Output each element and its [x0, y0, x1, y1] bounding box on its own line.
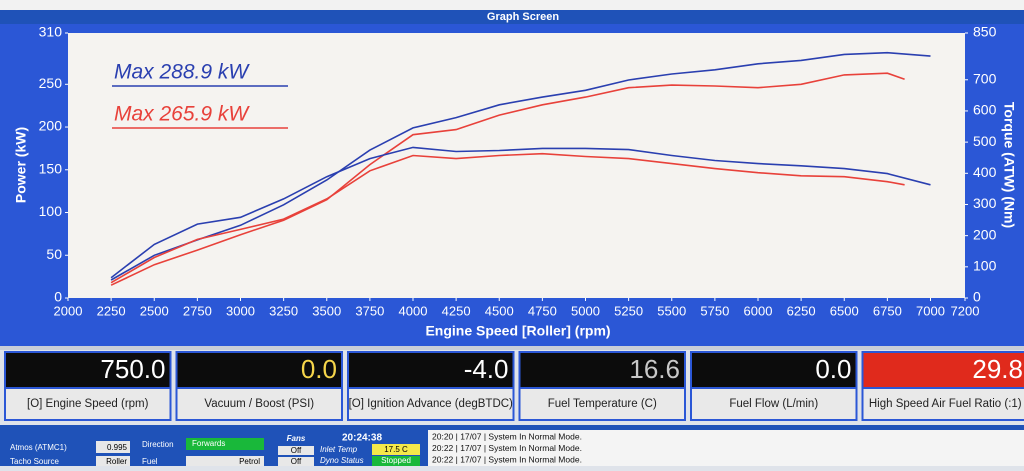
fan2-value[interactable]: Off [291, 457, 302, 466]
y2-tick-label: 700 [973, 70, 997, 86]
y-axis-title: Power (kW) [13, 127, 29, 203]
direction-label: Direction [142, 440, 174, 449]
clock: 20:24:38 [342, 433, 382, 444]
gauge-label: High Speed Air Fuel Ratio (:1) [869, 398, 1022, 410]
gauge-label: [O] Ignition Advance (degBTDC) [349, 398, 513, 410]
y-tick-label: 250 [39, 75, 63, 91]
annotation: Max 265.9 kW [114, 103, 250, 126]
log-line: 20:22 | 17/07 | System In Normal Mode. [432, 454, 582, 464]
gauge-value: 29.8 [972, 354, 1023, 384]
gauge-value: 750.0 [100, 354, 165, 384]
gauge-label: [O] Engine Speed (rpm) [27, 398, 149, 410]
x-tick-label: 4750 [528, 303, 557, 318]
fuel-value: Petrol [239, 457, 260, 466]
fuel-label: Fuel [142, 457, 158, 466]
y2-tick-label: 0 [973, 289, 981, 305]
x-tick-label: 6500 [830, 303, 859, 318]
y-tick-label: 200 [39, 118, 63, 134]
x-tick-label: 4000 [399, 303, 428, 318]
x-tick-label: 2250 [97, 303, 126, 318]
y2-tick-label: 600 [973, 102, 997, 118]
y2-tick-label: 400 [973, 164, 997, 180]
y2-tick-label: 850 [973, 24, 997, 40]
x-tick-label: 6750 [873, 303, 902, 318]
gauge-label: Fuel Temperature (C) [548, 398, 657, 410]
x-tick-label: 3000 [226, 303, 255, 318]
y2-axis-title: Torque (ATW) (Nm) [1001, 102, 1017, 228]
x-tick-label: 5750 [700, 303, 729, 318]
gauge-value: 0.0 [301, 354, 337, 384]
dyno-value: Stopped [381, 456, 411, 465]
tacho-value: Roller [106, 457, 127, 466]
x-tick-label: 2750 [183, 303, 212, 318]
x-tick-label: 7000 [916, 303, 945, 318]
log-line: 20:20 | 17/07 | System In Normal Mode. [432, 431, 582, 441]
gauge-label: Fuel Flow (L/min) [729, 398, 818, 410]
y-tick-label: 150 [39, 160, 63, 176]
inlet-label: Inlet Temp [320, 445, 358, 454]
x-tick-label: 6000 [744, 303, 773, 318]
x-tick-label: 5000 [571, 303, 600, 318]
y-tick-label: 100 [39, 203, 63, 219]
atmos-value: 0.995 [107, 443, 128, 452]
y2-tick-label: 300 [973, 195, 997, 211]
x-tick-label: 7200 [951, 303, 980, 318]
window-title: Graph Screen [487, 11, 559, 23]
x-tick-label: 5500 [657, 303, 686, 318]
gauge-value: 0.0 [815, 354, 851, 384]
fans-label: Fans [287, 434, 306, 443]
y-tick-label: 0 [54, 289, 62, 305]
x-tick-label: 6250 [787, 303, 816, 318]
gauge-value: -4.0 [464, 354, 509, 384]
divider [0, 346, 1024, 350]
gauge-label: Vacuum / Boost (PSI) [204, 398, 314, 410]
y2-tick-label: 500 [973, 133, 997, 149]
x-tick-label: 2500 [140, 303, 169, 318]
dyno-label: Dyno Status [320, 456, 364, 465]
top-strip [0, 0, 1024, 10]
x-tick-label: 4250 [442, 303, 471, 318]
annotation: Max 288.9 kW [114, 61, 250, 84]
tacho-label: Tacho Source [10, 457, 59, 466]
atmos-label: Atmos (ATMC1) [10, 443, 67, 452]
fan1-value[interactable]: Off [291, 446, 302, 455]
x-axis-title: Engine Speed [Roller] (rpm) [425, 323, 610, 339]
x-tick-label: 2000 [54, 303, 83, 318]
log-line: 20:22 | 17/07 | System In Normal Mode. [432, 443, 582, 453]
x-tick-label: 4500 [485, 303, 514, 318]
x-tick-label: 3750 [355, 303, 384, 318]
y2-tick-label: 100 [973, 258, 997, 274]
direction-value[interactable]: Forwards [192, 439, 225, 448]
x-tick-label: 3500 [312, 303, 341, 318]
y2-tick-label: 200 [973, 226, 997, 242]
x-tick-label: 3250 [269, 303, 298, 318]
inlet-value: 17.5 C [384, 445, 408, 454]
gauge-value: 16.6 [629, 354, 680, 384]
y-tick-label: 50 [46, 246, 62, 262]
x-tick-label: 5250 [614, 303, 643, 318]
y-tick-label: 310 [39, 24, 63, 40]
